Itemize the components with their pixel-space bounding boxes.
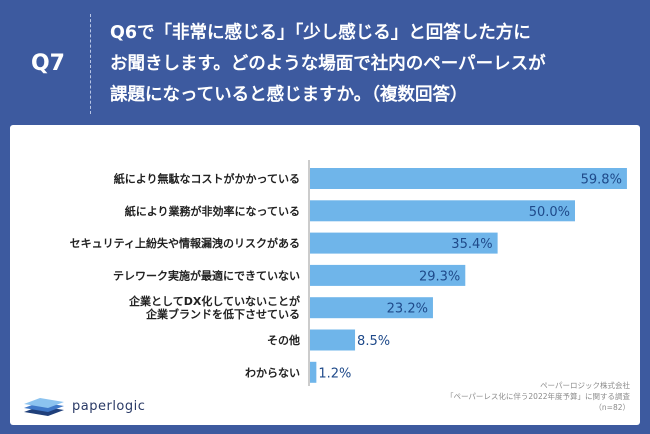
value-label-0: 59.8%: [581, 173, 622, 188]
category-label-6: わからない: [245, 366, 300, 379]
bar-4: [310, 297, 433, 319]
category-label-4: 企業としてDX化していないことが企業ブランドを低下させている: [128, 294, 300, 321]
bar-2: [310, 232, 498, 254]
question-number: Q7: [30, 51, 65, 76]
value-label-6: 1.2%: [318, 366, 351, 381]
bar-3: [310, 264, 466, 286]
category-label-3: テレワーク実施が最適にできていない: [113, 268, 300, 282]
footer-note: ペーパーロジック株式会社 「ペーパーレス化に伴う2022年度予算」に関する調査 …: [370, 380, 630, 413]
logo-text: paperlogic: [72, 399, 146, 414]
value-label-1: 50.0%: [529, 205, 570, 220]
header-divider: [90, 14, 92, 114]
value-label-5: 8.5%: [357, 334, 390, 349]
category-label-1: 紙により業務が非効率になっている: [125, 204, 300, 218]
category-label-0: 紙により無駄なコストがかかっている: [114, 172, 300, 186]
value-label-4: 23.2%: [387, 302, 428, 317]
paperlogic-stack-icon: [24, 398, 64, 416]
footer-survey: 「ペーパーレス化に伴う2022年度予算」に関する調査: [445, 392, 630, 401]
question-text: Q6で「非常に感じる」「少し感じる」と回答した方に お聞きします。どのような場面…: [110, 23, 546, 105]
value-label-3: 29.3%: [419, 269, 460, 284]
bar-6: [310, 361, 317, 383]
value-label-2: 35.4%: [451, 237, 492, 252]
bar-1: [310, 200, 575, 222]
footer-sample: （n=82）: [594, 403, 630, 412]
header-banner: Q7 Q6で「非常に感じる」「少し感じる」と回答した方に お聞きします。どのよう…: [0, 0, 650, 125]
footer-company: ペーパーロジック株式会社: [540, 381, 630, 390]
bar-5: [310, 329, 356, 351]
bar-0: [310, 168, 627, 189]
paperlogic-logo: paperlogic: [20, 396, 180, 418]
category-label-2: セキュリティ上紛失や情報漏洩のリスクがある: [70, 236, 300, 250]
category-label-5: その他: [267, 333, 300, 347]
